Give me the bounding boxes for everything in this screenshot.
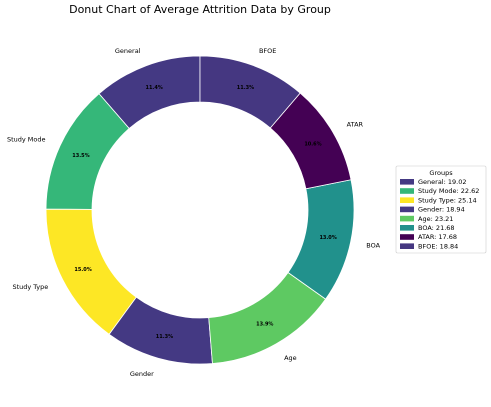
legend-title: Groups <box>429 169 453 177</box>
category-label-study-type: Study Type <box>12 283 48 291</box>
percent-label-age: 13.9% <box>256 322 273 328</box>
legend-entry-atar: ATAR: 17.68 <box>418 233 457 241</box>
legend-swatch-study-type <box>400 197 414 203</box>
legend-entry-boa: BOA: 21.68 <box>418 224 455 232</box>
percent-label-study-type: 15.0% <box>74 267 91 273</box>
legend-entry-general: General: 19.02 <box>418 178 466 186</box>
category-label-atar: ATAR <box>347 120 364 128</box>
legend-swatch-boa <box>400 225 414 231</box>
legend-entry-age: Age: 23.21 <box>418 215 453 223</box>
legend-entry-gender: Gender: 18.94 <box>418 206 465 214</box>
category-labels: General Study Mode Study Type Gender Age BOA A… <box>7 47 381 378</box>
percent-labels: 11.4% 13.5% 15.0% 11.3% 13.9% 13.0% 10.6% 11.3% <box>72 85 337 340</box>
legend-swatch-study-mode <box>400 188 414 194</box>
donut-slices <box>45 55 355 365</box>
percent-label-boa: 13.0% <box>319 235 336 241</box>
percent-label-study-mode: 13.5% <box>72 153 89 159</box>
category-label-study-mode: Study Mode <box>7 135 46 143</box>
category-label-boa: BOA <box>366 242 380 250</box>
legend-swatch-general <box>400 179 414 185</box>
category-label-general: General <box>115 47 141 55</box>
legend-swatch-atar <box>400 234 414 240</box>
legend-swatch-gender <box>400 206 414 213</box>
percent-label-atar: 10.6% <box>304 142 321 148</box>
legend-swatch-age <box>400 215 414 222</box>
legend-swatch-bfoe <box>400 243 414 249</box>
legend-entry-bfoe: BFOE: 18.84 <box>418 242 458 250</box>
category-label-age: Age <box>284 354 297 362</box>
legend-entry-study-type: Study Type: 25.14 <box>418 196 477 204</box>
legend-entry-study-mode: Study Mode: 22.62 <box>418 187 479 195</box>
chart-title: Donut Chart of Average Attrition Data by… <box>69 3 331 16</box>
percent-label-bfoe: 11.3% <box>237 85 254 91</box>
legend-frame <box>395 165 487 254</box>
slice-bfoe <box>199 55 301 129</box>
percent-label-gender: 11.3% <box>156 334 173 340</box>
percent-label-general: 11.4% <box>145 85 162 91</box>
category-label-bfoe: BFOE <box>259 47 276 55</box>
category-label-gender: Gender <box>130 370 154 378</box>
